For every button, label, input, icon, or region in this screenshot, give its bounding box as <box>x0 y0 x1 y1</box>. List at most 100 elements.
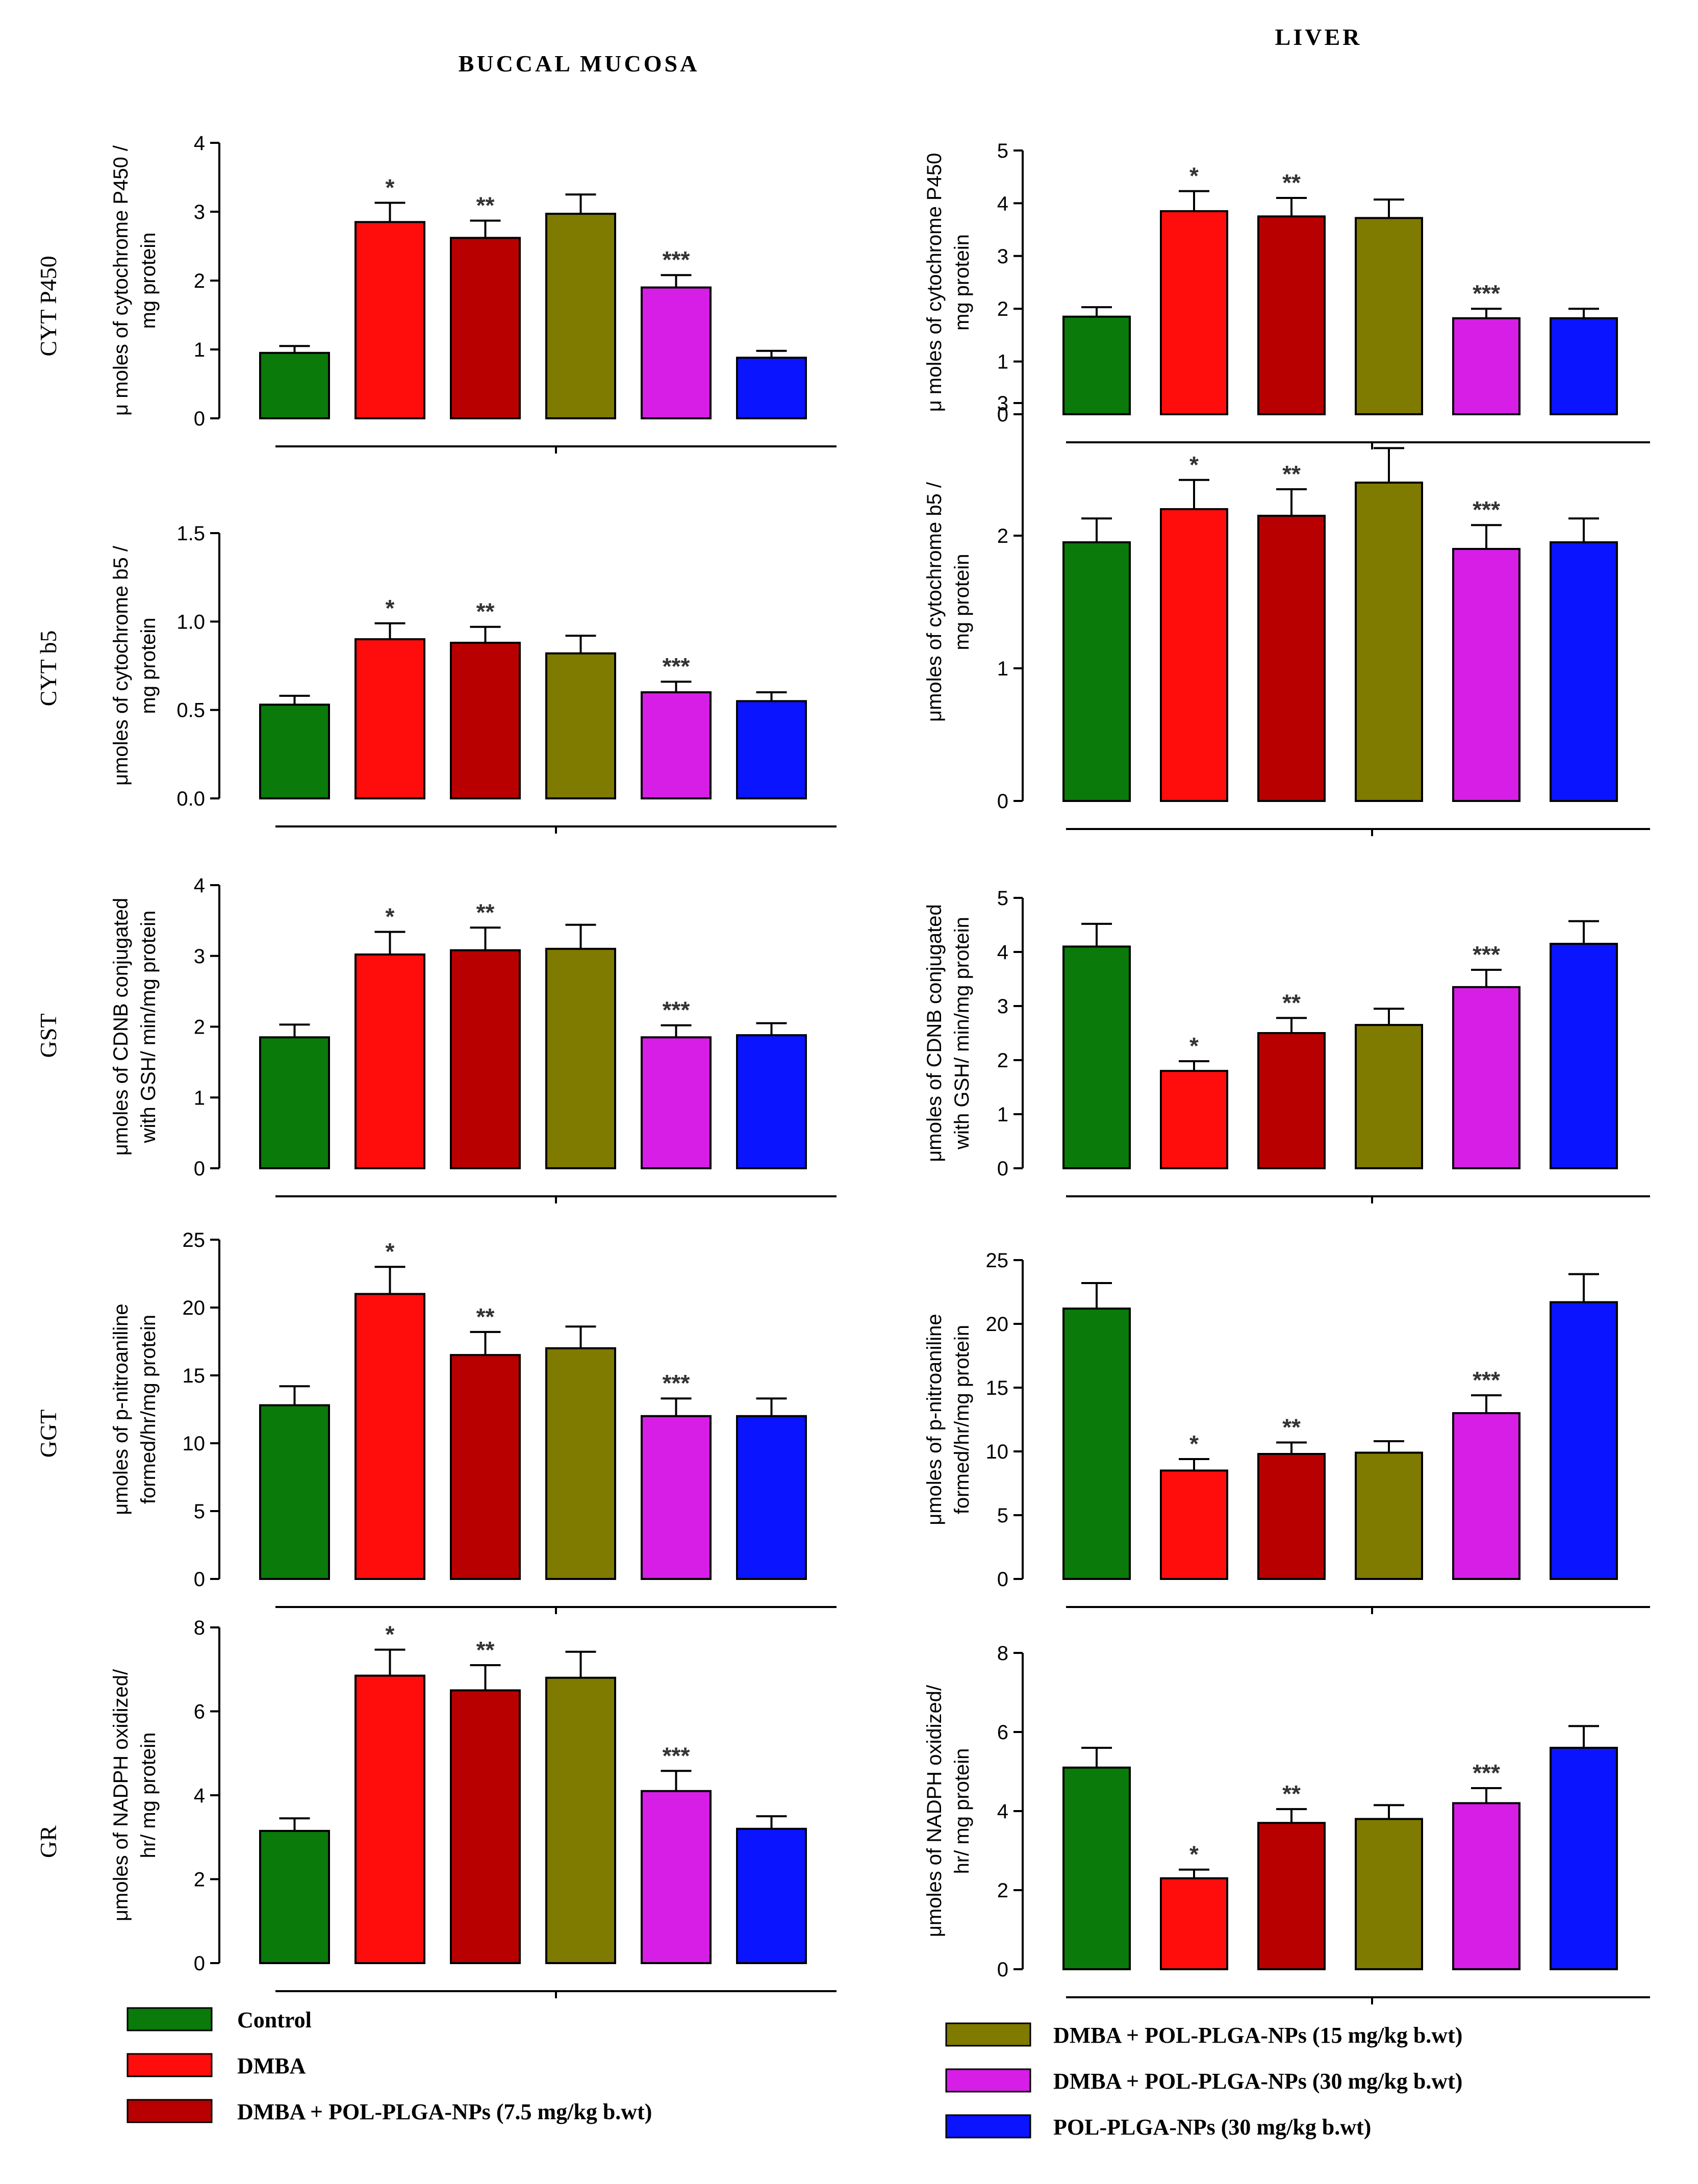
panel-gr-liver-significance-mark: * <box>1189 1841 1199 1868</box>
panel-cyt-b5-liver-significance-mark: * <box>1189 451 1199 478</box>
panel-cyt-b5-buccal-tick-label: 0.5 <box>176 699 205 722</box>
panel-ggt-buccal-y-axis-label: μmoles of p-nitroaniline <box>110 1303 132 1515</box>
panel-ggt-liver-bar-dmba-pol-plga-nps-30-mg-kg-b-wt <box>1452 1412 1520 1580</box>
legend-label: DMBA + POL-PLGA-NPs (15 mg/kg b.wt) <box>1053 2023 1462 2048</box>
panel-cyt-p450-buccal-y-axis-label: μ moles of cytochrome P450 / <box>110 145 132 416</box>
panel-cyt-p450-liver-tick-label: 1 <box>997 351 1008 373</box>
panel-cyt-p450-buccal-tick-label: 4 <box>194 132 205 155</box>
panel-cyt-b5-buccal-significance-mark: ** <box>476 598 495 625</box>
panel-gst-liver-bar-control <box>1062 945 1131 1170</box>
panel-cyt-b5-liver-tick-label: 1 <box>997 658 1008 680</box>
panel-gr-liver-tick-label: 0 <box>997 1959 1008 1981</box>
panel-cyt-b5-liver-y-axis-label: mg protein <box>951 554 973 650</box>
panel-cyt-b5-liver-bar-control <box>1062 541 1131 802</box>
legend-swatch <box>126 2099 213 2123</box>
panel-gst-liver-tick-label: 0 <box>997 1158 1008 1180</box>
panel-gst-liver-bar-dmba-pol-plga-nps-30-mg-kg-b-wt <box>1452 986 1520 1170</box>
panel-cyt-p450-buccal-significance-mark: ** <box>476 192 495 219</box>
legend-item-pol-plga-nps-30-mg-kg-b-wt: POL-PLGA-NPs (30 mg/kg b.wt) <box>945 2114 1371 2140</box>
panel-ggt-buccal-bar-dmba-pol-plga-nps-15-mg-kg-b-wt <box>545 1347 616 1580</box>
legend-item-dmba-pol-plga-nps-30-mg-kg-b-wt: DMBA + POL-PLGA-NPs (30 mg/kg b.wt) <box>945 2068 1462 2094</box>
panel-gst-buccal-tick-label: 4 <box>194 874 205 897</box>
panel-cyt-b5-liver-bar-dmba-pol-plga-nps-7-5-mg-kg-b-wt <box>1257 515 1326 802</box>
panel-gst-liver-y-axis-label: μmoles of CDNB conjugated <box>923 904 946 1162</box>
column-title-buccal-mucosa: BUCCAL MUCOSA <box>459 51 700 77</box>
panel-cyt-b5-buccal-bar-dmba-pol-plga-nps-15-mg-kg-b-wt <box>545 652 616 799</box>
panel-cyt-b5-buccal-bar-dmba-pol-plga-nps-30-mg-kg-b-wt <box>641 691 712 799</box>
panel-gst-buccal-bar-dmba <box>354 953 425 1169</box>
panel-cyt-p450-liver-tick-label: 4 <box>997 192 1008 215</box>
panel-cyt-p450-buccal-bar-dmba-pol-plga-nps-15-mg-kg-b-wt <box>545 213 616 419</box>
panel-gst-liver-bar-dmba-pol-plga-nps-15-mg-kg-b-wt <box>1355 1024 1423 1169</box>
panel-gst-liver-bar-dmba-pol-plga-nps-7-5-mg-kg-b-wt <box>1257 1032 1326 1169</box>
panel-ggt-liver-bar-control <box>1062 1308 1131 1580</box>
panel-cyt-p450-buccal: 0 1 2 3 4 μ moles of cytochrome P450 /mg prot… <box>110 132 837 454</box>
legend-swatch <box>945 2068 1031 2093</box>
panel-gst-liver-significance-mark: * <box>1189 1033 1199 1059</box>
panel-ggt-liver-tick-label: 20 <box>986 1313 1009 1336</box>
panel-ggt-liver-significance-mark: *** <box>1473 1367 1500 1393</box>
panel-cyt-b5-liver-bar-dmba-pol-plga-nps-30-mg-kg-b-wt <box>1452 548 1520 802</box>
panel-cyt-p450-buccal-bar-dmba-pol-plga-nps-7-5-mg-kg-b-wt <box>450 237 521 419</box>
panel-cyt-p450-liver: 0 1 2 3 4 5 μ moles of cytochrome P450 mg prote… <box>923 140 1650 449</box>
panel-ggt-liver-tick-label: 15 <box>986 1377 1009 1399</box>
panel-gr-buccal-tick-label: 8 <box>194 1617 205 1639</box>
panel-gr-liver-bar-pol-plga-nps-30-mg-kg-b-wt <box>1550 1747 1618 1970</box>
legend-item-dmba-pol-plga-nps-15-mg-kg-b-wt: DMBA + POL-PLGA-NPs (15 mg/kg b.wt) <box>945 2022 1462 2048</box>
panel-gr-liver: 0 2 4 6 8 μmoles of NADPH oxidized/hr/ mg pro… <box>923 1642 1650 2004</box>
panel-ggt-buccal-bar-dmba-pol-plga-nps-30-mg-kg-b-wt <box>641 1415 712 1580</box>
panel-ggt-liver-bar-dmba-pol-plga-nps-7-5-mg-kg-b-wt <box>1257 1453 1326 1580</box>
panel-cyt-p450-buccal-tick-label: 2 <box>194 270 205 292</box>
legend-label: DMBA + POL-PLGA-NPs (7.5 mg/kg b.wt) <box>237 2099 652 2124</box>
panel-cyt-b5-buccal-significance-mark: *** <box>663 653 690 680</box>
panel-cyt-p450-liver-bar-control <box>1062 315 1131 416</box>
panel-gst-liver-y-axis-label: with GSH/ min/mg protein <box>951 917 973 1150</box>
panel-gst-liver-tick-label: 5 <box>997 887 1008 910</box>
panel-gst-liver-significance-mark: *** <box>1473 941 1500 968</box>
panel-gr-buccal-tick-label: 4 <box>194 1785 205 1807</box>
panel-gr-buccal-bar-dmba <box>354 1674 425 1964</box>
panel-ggt-liver-tick-label: 5 <box>997 1504 1008 1527</box>
panel-cyt-b5-liver-bar-pol-plga-nps-30-mg-kg-b-wt <box>1550 541 1618 802</box>
legend-item-control: Control <box>126 2007 312 2032</box>
panel-ggt-buccal-tick-label: 5 <box>194 1500 205 1523</box>
panel-gr-buccal-significance-mark: ** <box>476 1637 495 1663</box>
panel-cyt-b5-liver-tick-label: 2 <box>997 525 1008 547</box>
panel-ggt-buccal-tick-label: 25 <box>183 1229 206 1251</box>
panel-cyt-b5-buccal-bar-dmba <box>354 638 425 799</box>
panel-cyt-p450-liver-tick-label: 2 <box>997 298 1008 320</box>
legend-label: Control <box>237 2007 312 2032</box>
panel-gr-buccal-bar-dmba-pol-plga-nps-15-mg-kg-b-wt <box>545 1676 616 1964</box>
panel-gst-buccal-bar-dmba-pol-plga-nps-30-mg-kg-b-wt <box>641 1036 712 1169</box>
panel-cyt-p450-liver-bar-dmba-pol-plga-nps-7-5-mg-kg-b-wt <box>1257 215 1326 415</box>
row-label-gst: GST <box>35 1014 61 1058</box>
panel-gst-buccal: 0 1 2 3 4 μmoles of CDNB conjugated with GSH/ … <box>110 874 837 1203</box>
panel-ggt-buccal-significance-mark: *** <box>663 1370 690 1396</box>
panel-cyt-p450-buccal-tick-label: 3 <box>194 201 205 223</box>
panel-gr-liver-tick-label: 4 <box>997 1800 1008 1823</box>
panel-cyt-b5-liver-y-axis-label: μmoles of cytochrome b5 / <box>923 482 946 722</box>
legend-item-dmba: DMBA <box>126 2053 306 2078</box>
row-label-cyt-b5: CYT b5 <box>35 631 61 707</box>
panel-gr-liver-tick-label: 6 <box>997 1721 1008 1744</box>
panel-cyt-p450-buccal-significance-mark: *** <box>663 246 690 273</box>
panel-ggt-buccal-bar-control <box>259 1404 330 1580</box>
panel-ggt-liver-significance-mark: * <box>1189 1430 1199 1457</box>
panel-gr-liver-bar-dmba-pol-plga-nps-15-mg-kg-b-wt <box>1355 1818 1423 1970</box>
panel-cyt-p450-buccal-significance-mark: * <box>386 174 395 200</box>
panel-cyt-b5-buccal-tick-label: 1.0 <box>176 611 205 633</box>
panel-cyt-b5-buccal-y-axis-label: μmoles of cytochrome b5 / <box>110 545 132 786</box>
panel-cyt-p450-buccal-bar-dmba-pol-plga-nps-30-mg-kg-b-wt <box>641 286 712 419</box>
panel-gst-buccal-tick-label: 2 <box>194 1016 205 1039</box>
panel-cyt-p450-buccal-bar-control <box>259 352 330 419</box>
legend-swatch <box>945 2022 1031 2047</box>
panel-gr-liver-bar-dmba <box>1160 1877 1228 1970</box>
panel-gr-buccal-y-axis-label: hr/ mg protein <box>137 1733 160 1859</box>
panel-gst-liver-bar-dmba <box>1160 1070 1228 1169</box>
panel-gr-liver-y-axis-label: μmoles of NADPH oxidized/ <box>923 1685 946 1937</box>
panel-gst-liver-tick-label: 4 <box>997 941 1008 964</box>
panel-gst-buccal-bar-pol-plga-nps-30-mg-kg-b-wt <box>736 1034 807 1170</box>
panel-cyt-b5-buccal-bar-dmba-pol-plga-nps-7-5-mg-kg-b-wt <box>450 641 521 800</box>
legend-label: DMBA <box>237 2053 306 2078</box>
